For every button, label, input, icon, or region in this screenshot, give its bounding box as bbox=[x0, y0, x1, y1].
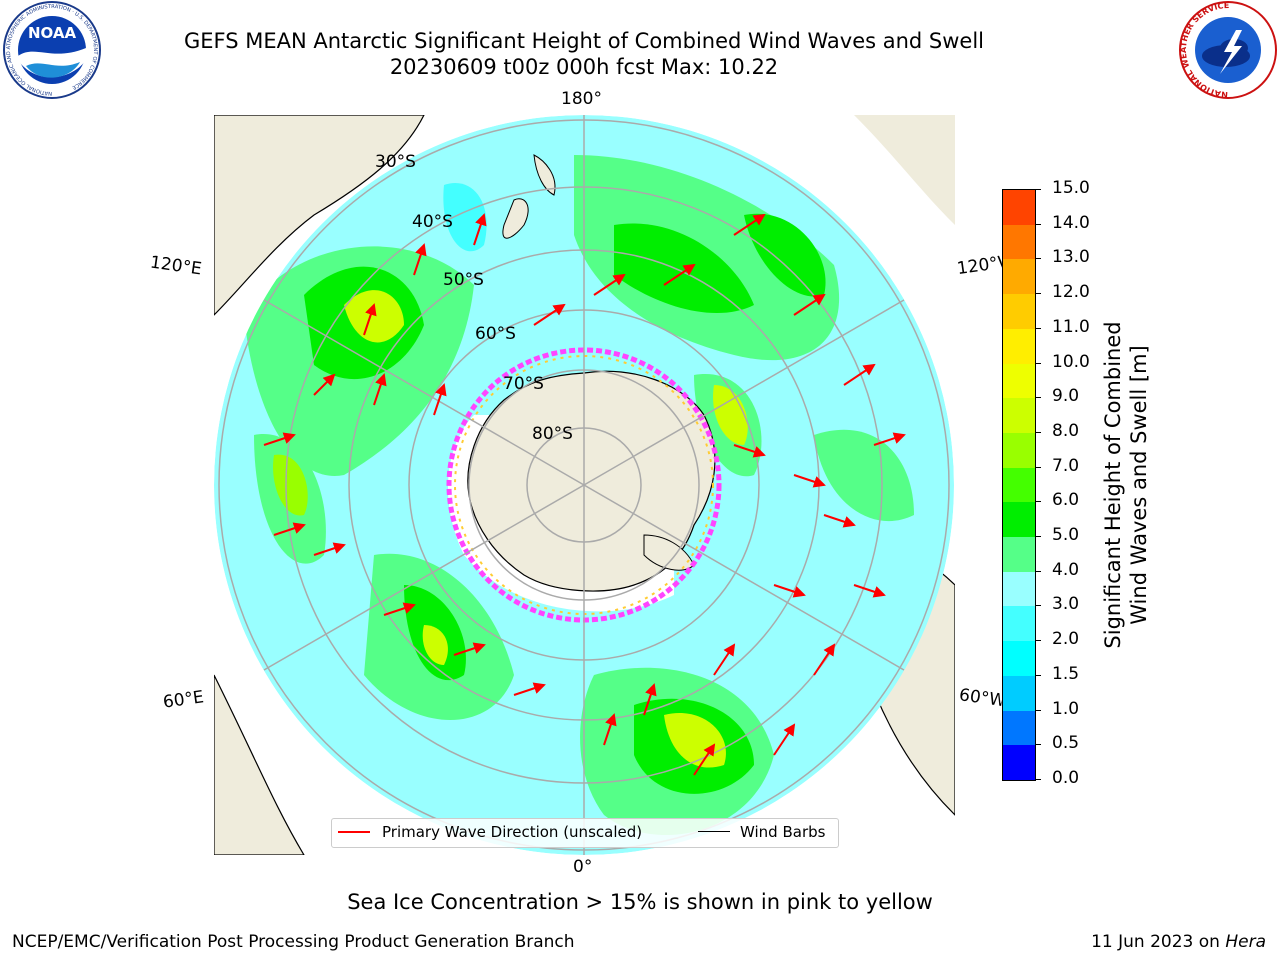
colorbar-segment bbox=[1003, 328, 1035, 364]
colorbar-tick-label: 0.5 bbox=[1052, 733, 1080, 754]
map-legend: Primary Wave Direction (unscaled) Wind B… bbox=[331, 818, 839, 848]
lon-label-60e: 60°E bbox=[161, 687, 206, 713]
colorbar-tick-mark bbox=[1035, 674, 1041, 676]
colorbar-tick-label: 11.0 bbox=[1052, 316, 1090, 337]
colorbar-tick-label: 7.0 bbox=[1052, 455, 1080, 476]
wind-barbs-legend-line bbox=[698, 831, 730, 832]
colorbar-tick-mark bbox=[1035, 640, 1041, 642]
graticule bbox=[218, 115, 950, 855]
colorbar-segment bbox=[1003, 502, 1035, 538]
lat-label-40s: 40°S bbox=[412, 212, 453, 232]
colorbar bbox=[1002, 189, 1036, 781]
colorbar-tick-mark bbox=[1035, 605, 1041, 607]
colorbar-segment bbox=[1003, 432, 1035, 468]
nws-logo: NATIONAL WEATHER SERVICE bbox=[1179, 1, 1277, 99]
lat-label-60s: 60°S bbox=[475, 324, 516, 344]
colorbar-tick-label: 4.0 bbox=[1052, 559, 1080, 580]
lon-label-120w: 120°W bbox=[955, 252, 1004, 280]
colorbar-tick-label: 8.0 bbox=[1052, 420, 1080, 441]
colorbar-tick-mark bbox=[1035, 293, 1041, 295]
colorbar-segment bbox=[1003, 606, 1035, 642]
colorbar-segment bbox=[1003, 224, 1035, 260]
noaa-logo-text: NOAA bbox=[28, 24, 77, 42]
colorbar-segment bbox=[1003, 467, 1035, 503]
colorbar-tick-label: 12.0 bbox=[1052, 282, 1090, 303]
credit-text: NCEP/EMC/Verification Post Processing Pr… bbox=[12, 932, 575, 952]
colorbar-tick-mark bbox=[1035, 744, 1041, 746]
colorbar-tick-label: 1.5 bbox=[1052, 663, 1080, 684]
colorbar-tick-mark bbox=[1035, 431, 1041, 433]
colorbar-segment bbox=[1003, 571, 1035, 607]
colorbar-tick-mark bbox=[1035, 327, 1041, 329]
colorbar-tick-mark bbox=[1035, 709, 1041, 711]
colorbar-tick-label: 10.0 bbox=[1052, 351, 1090, 372]
colorbar-tick-label: 2.0 bbox=[1052, 629, 1080, 650]
colorbar-tick-label: 14.0 bbox=[1052, 212, 1090, 233]
wind-barbs-legend-label: Wind Barbs bbox=[740, 823, 826, 841]
wave-direction-legend-line bbox=[338, 831, 370, 833]
colorbar-tick-label: 13.0 bbox=[1052, 247, 1090, 268]
colorbar-tick-mark bbox=[1035, 258, 1041, 260]
colorbar-tick-mark bbox=[1035, 466, 1041, 468]
polar-map bbox=[214, 115, 955, 855]
colorbar-tick-mark bbox=[1035, 397, 1041, 399]
colorbar-tick-label: 6.0 bbox=[1052, 490, 1080, 511]
lat-label-30s: 30°S bbox=[375, 152, 416, 172]
lat-label-70s: 70°S bbox=[503, 374, 544, 394]
colorbar-tick-mark bbox=[1035, 779, 1041, 780]
lon-label-120e: 120°E bbox=[148, 252, 203, 280]
colorbar-segment bbox=[1003, 363, 1035, 399]
colorbar-tick-mark bbox=[1035, 501, 1041, 503]
colorbar-tick-label: 0.0 bbox=[1052, 768, 1080, 788]
lon-label-0: 0° bbox=[573, 857, 593, 877]
colorbar-segment bbox=[1003, 190, 1035, 225]
colorbar-segment bbox=[1003, 259, 1035, 295]
colorbar-segment bbox=[1003, 398, 1035, 433]
colorbar-label: Significant Height of Combined Wind Wave… bbox=[1101, 321, 1151, 649]
chart-title: GEFS MEAN Antarctic Significant Height o… bbox=[183, 29, 985, 53]
colorbar-tick-label: 3.0 bbox=[1052, 594, 1080, 615]
colorbar-tick-label: 1.0 bbox=[1052, 698, 1080, 719]
noaa-logo: NOAA NATIONAL OCEANIC AND ATMOSPHERIC AD… bbox=[3, 1, 101, 99]
wave-direction-arrows bbox=[263, 213, 906, 776]
chart-subtitle: 20230609 t00z 000h fcst Max: 10.22 bbox=[389, 55, 779, 79]
generation-date: 11 Jun 2023 on Hera bbox=[1091, 932, 1266, 952]
sea-ice-note: Sea Ice Concentration > 15% is shown in … bbox=[347, 890, 933, 914]
colorbar-segment bbox=[1003, 710, 1035, 746]
colorbar-tick-mark bbox=[1035, 189, 1041, 190]
colorbar-tick-label: 5.0 bbox=[1052, 525, 1080, 546]
colorbar-segment bbox=[1003, 294, 1035, 329]
colorbar-tick-label: 9.0 bbox=[1052, 386, 1080, 407]
colorbar-segment bbox=[1003, 641, 1035, 676]
lon-label-60w: 60°W bbox=[957, 685, 1004, 711]
colorbar-segment bbox=[1003, 675, 1035, 711]
colorbar-tick-mark bbox=[1035, 362, 1041, 364]
lon-label-180: 180° bbox=[561, 89, 602, 109]
colorbar-tick-label: 15.0 bbox=[1052, 178, 1090, 198]
wave-direction-legend-label: Primary Wave Direction (unscaled) bbox=[382, 823, 643, 841]
colorbar-tick-mark bbox=[1035, 570, 1041, 572]
colorbar-tick-mark bbox=[1035, 536, 1041, 538]
colorbar-segment bbox=[1003, 537, 1035, 572]
lat-label-80s: 80°S bbox=[532, 424, 573, 444]
lat-label-50s: 50°S bbox=[443, 270, 484, 290]
colorbar-segment bbox=[1003, 745, 1035, 780]
colorbar-tick-mark bbox=[1035, 223, 1041, 225]
